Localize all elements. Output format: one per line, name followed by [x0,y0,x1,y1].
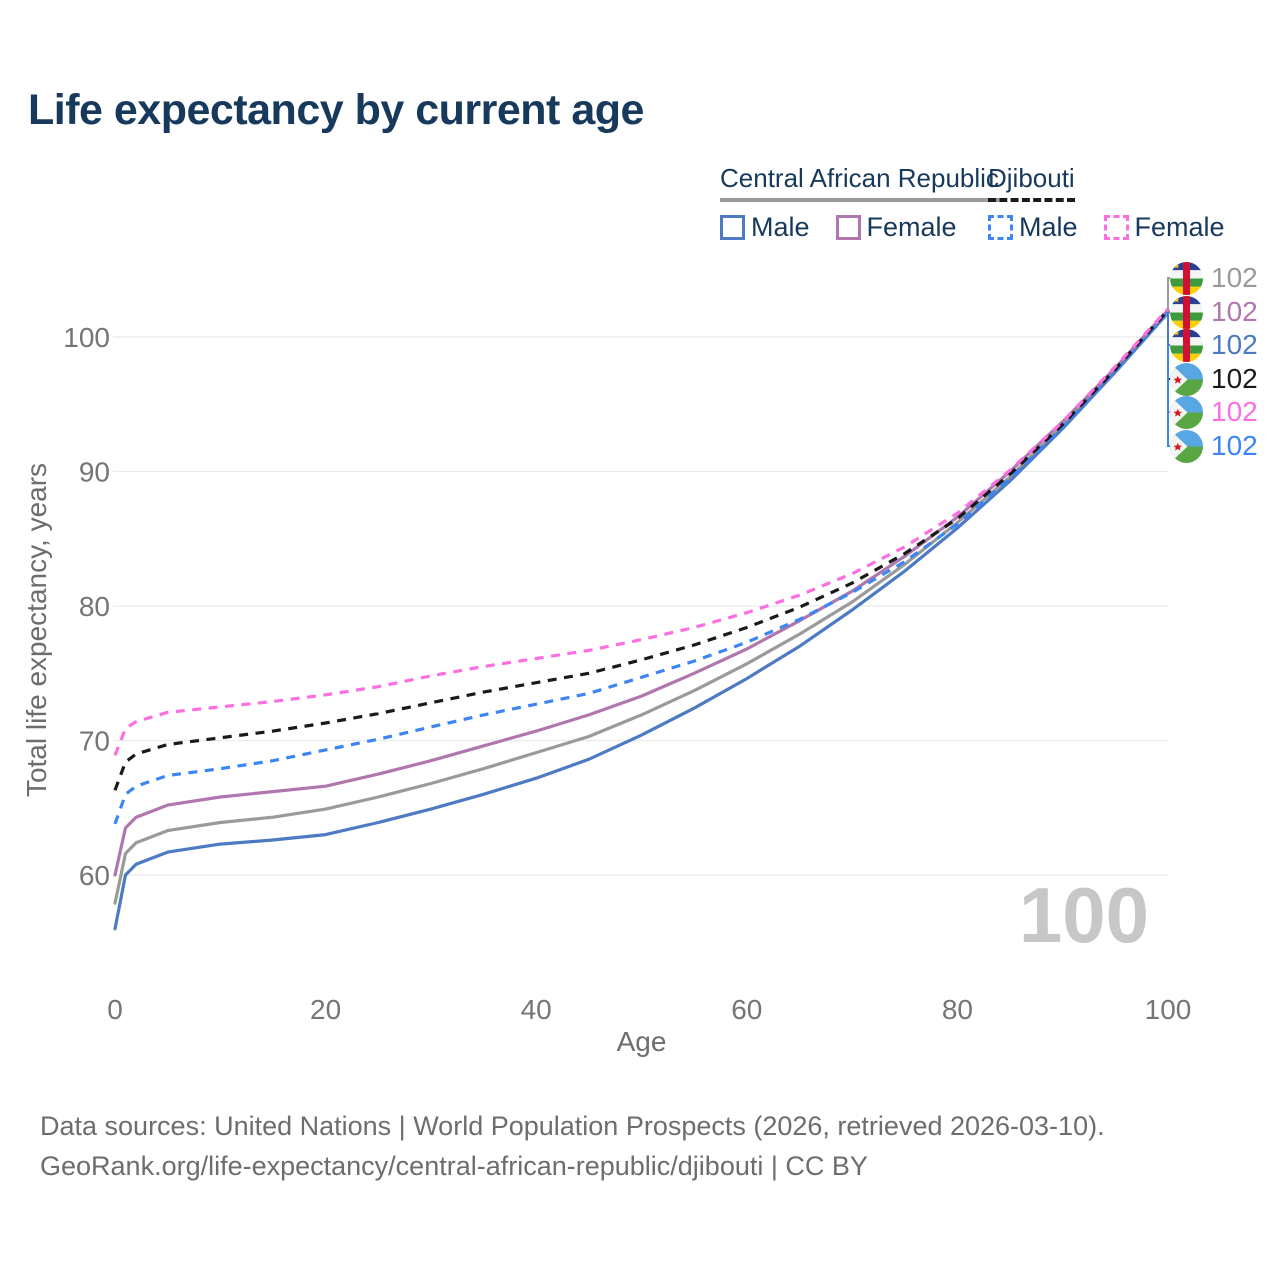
legend-items: Male Female [988,212,1225,243]
end-label-row: 102 [1170,429,1258,463]
end-value: 102 [1211,430,1258,461]
end-label-row: 102 [1170,395,1258,429]
page-title: Life expectancy by current age [28,86,644,134]
x-tick-label: 0 [107,994,123,1025]
source-url[interactable]: GeoRank.org/life-expectancy/central-afri… [40,1151,868,1181]
x-axis-title: Age [617,1026,667,1057]
legend-item-djibouti-female[interactable]: Female [1103,212,1225,243]
legend-items: Male Female [720,212,999,243]
legend-swatch-djibouti-male [988,215,1013,240]
flag-djibouti-icon [1170,429,1203,463]
flag-central-african-republic-icon [1170,295,1203,329]
flag-djibouti-icon [1170,362,1203,396]
x-tick-label: 20 [310,994,341,1025]
legend-item-car-female[interactable]: Female [835,212,957,243]
series-line-djibouti-both [113,309,1170,791]
y-tick-label: 60 [79,860,110,891]
end-value: 102 [1211,262,1258,293]
legend-group-central-african-republic: Central African Republic Male Female [720,163,999,243]
legend-label: Male [1019,212,1078,242]
legend-label: Male [751,212,810,242]
end-value: 102 [1211,329,1258,360]
age-watermark: 100 [1018,871,1150,959]
end-value: 102 [1211,296,1258,327]
flag-central-african-republic-icon [1170,328,1203,362]
x-tick-label: 100 [1145,994,1192,1025]
y-tick-label: 70 [79,726,110,757]
y-tick-label: 90 [79,457,110,488]
footer: Data sources: United Nations | World Pop… [40,1106,1105,1186]
flag-central-african-republic-icon [1170,261,1203,295]
end-value: 102 [1211,363,1258,394]
data-sources-line: Data sources: United Nations | World Pop… [40,1111,1105,1141]
legend-swatch-car-female [835,215,861,240]
x-tick-label: 40 [521,994,552,1025]
y-axis-title: Total life expectancy, years [21,463,52,797]
legend-item-djibouti-male[interactable]: Male [988,212,1078,243]
series-line-djibouti-female [113,307,1170,756]
end-label-row: 102 [1170,261,1258,295]
legend-swatch-djibouti-female [1103,215,1129,240]
legend-group-djibouti: Djibouti Male Female [988,163,1225,243]
y-tick-label: 80 [79,591,110,622]
legend-country-name: Central African Republic [720,163,999,202]
legend-swatch-car-male [720,215,745,240]
end-label-row: 102 [1170,362,1258,396]
series-line-central-african-republic-both [113,309,1170,905]
x-tick-label: 60 [731,994,762,1025]
legend-label: Female [1134,212,1225,242]
y-tick-label: 100 [63,322,110,353]
end-value: 102 [1211,396,1258,427]
legend-item-car-male[interactable]: Male [720,212,810,243]
x-tick-label: 80 [942,994,973,1025]
flag-djibouti-icon [1170,395,1203,429]
series-line-djibouti-male [113,311,1170,825]
legend-country-name: Djibouti [988,163,1075,202]
end-label-row: 102 [1170,328,1258,362]
series-line-central-african-republic-female [113,308,1170,877]
end-label-row: 102 [1170,295,1258,329]
legend-label: Female [866,212,957,242]
series-line-central-african-republic-male [113,311,1170,931]
